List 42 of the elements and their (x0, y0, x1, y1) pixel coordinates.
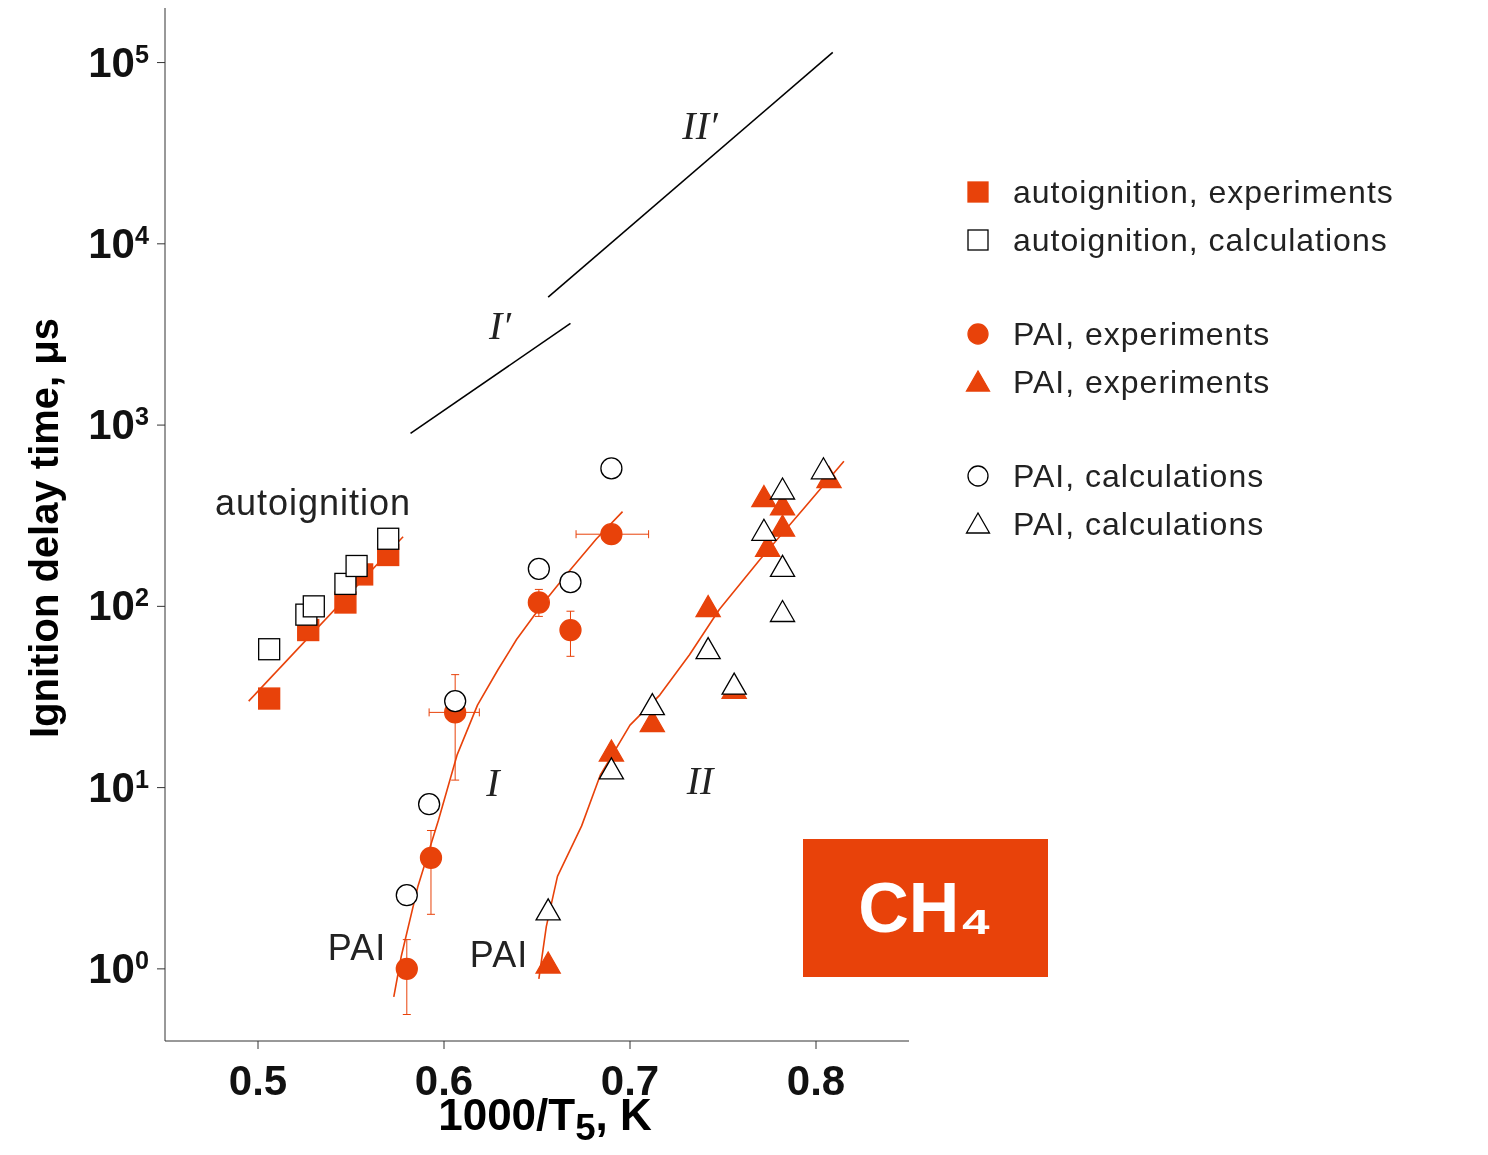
annotation: autoignition (214, 482, 412, 524)
y-tick-label: 10$^{3}$ (88, 401, 149, 449)
point (377, 527, 400, 550)
point (419, 846, 443, 869)
annotation: CH₄ (803, 839, 1048, 977)
annotation: I (486, 758, 500, 806)
point (395, 957, 418, 981)
point (639, 692, 666, 716)
point (334, 572, 357, 596)
point (535, 951, 561, 974)
legend-label: PAI, experiments (1013, 315, 1271, 353)
annotation: I′ (488, 301, 512, 349)
point (721, 672, 747, 695)
y-tick-label: 10$^{0}$ (88, 944, 149, 992)
annotation: II′ (682, 101, 718, 149)
x-tick-label: 0.8 (786, 1056, 846, 1104)
x-tick-label: 0.5 (228, 1056, 288, 1104)
point (695, 594, 721, 618)
point (535, 898, 561, 921)
y-tick-label: 10$^{1}$ (88, 763, 149, 811)
y-tick-label: 10$^{5}$ (88, 38, 149, 86)
point (258, 687, 281, 710)
legend-label: PAI, calculations (1013, 505, 1265, 543)
legend-label: PAI, calculations (1013, 457, 1265, 495)
legend-label: autoignition, calculations (1013, 221, 1388, 259)
annotation: II (686, 756, 714, 804)
y-axis-title: Ignition delay time, μs (21, 316, 67, 741)
point (598, 739, 625, 762)
point (600, 523, 623, 546)
point (769, 514, 796, 537)
point (527, 591, 551, 614)
legend-label: PAI, experiments (1013, 363, 1271, 401)
point (559, 618, 582, 642)
point (810, 457, 837, 480)
y-tick-label: 10$^{2}$ (88, 582, 149, 630)
annotation: PAI (327, 927, 387, 969)
legend-label: autoignition, experiments (1013, 173, 1394, 211)
point (345, 554, 368, 578)
point (751, 485, 777, 508)
point (444, 689, 467, 713)
y-tick-label: 10$^{4}$ (88, 219, 149, 267)
annotation: PAI (469, 934, 529, 976)
